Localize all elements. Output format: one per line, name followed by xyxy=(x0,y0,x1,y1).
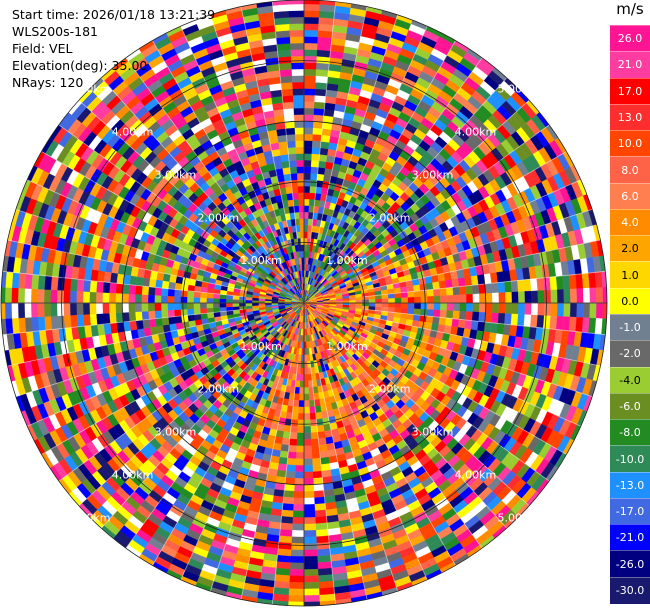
colorbar-swatch xyxy=(610,208,650,237)
colorbar-swatch xyxy=(610,51,650,79)
range-label: 3.00km xyxy=(412,426,454,439)
colorbar-tick-label: -10.0 xyxy=(615,452,645,466)
range-label: 2.00km xyxy=(198,383,240,396)
colorbar-swatch xyxy=(610,445,650,473)
range-label: 3.00km xyxy=(412,168,454,181)
range-label: 2.00km xyxy=(198,211,240,224)
colorbar-swatch xyxy=(610,550,650,578)
colorbar-unit-label: m/s xyxy=(616,0,644,18)
colorbar-tick-label: 8.0 xyxy=(621,163,639,177)
instrument-label: WLS200s-181 xyxy=(12,24,98,39)
start-time-label: Start time: 2026/01/18 13:21:39 xyxy=(12,7,216,22)
range-label: 1.00km xyxy=(326,340,368,353)
colorbar-tick-label: -1.0 xyxy=(619,321,641,335)
scan-info: Start time: 2026/01/18 13:21:39 WLS200s-… xyxy=(12,6,215,91)
colorbar-tick-label: -21.0 xyxy=(615,531,645,545)
colorbar-tick-label: 17.0 xyxy=(617,84,643,98)
range-label: 4.00km xyxy=(112,126,154,139)
colorbar-tick-label: 1.0 xyxy=(621,268,639,282)
range-label: 5.00km xyxy=(498,83,540,96)
range-label: 5.00km xyxy=(498,511,540,524)
range-label: 1.00km xyxy=(240,254,282,267)
colorbar-tick-label: 0.0 xyxy=(621,294,639,308)
colorbar-swatch xyxy=(610,103,650,132)
colorbar-swatch xyxy=(610,524,650,552)
colorbar-tick-label: 4.0 xyxy=(621,216,639,230)
colorbar-tick-label: -4.0 xyxy=(619,373,641,387)
colorbar-swatch xyxy=(610,340,650,368)
range-grid xyxy=(0,0,608,607)
colorbar-swatch xyxy=(610,235,650,263)
range-label: 1.00km xyxy=(240,340,282,353)
colorbar-swatch xyxy=(610,130,650,158)
colorbar-swatch xyxy=(610,77,650,105)
colorbar-tick-label: 2.0 xyxy=(621,242,639,256)
range-labels: 1.00km 2.00km 3.00km 4.00km 5.00km 1.00km 2.00… xyxy=(69,83,539,525)
colorbar-tick-label: -13.0 xyxy=(615,478,645,492)
nrays-label: NRays: 120 xyxy=(12,75,84,90)
colorbar-tick-label: 10.0 xyxy=(617,137,643,151)
range-label: 3.00km xyxy=(155,168,197,181)
colorbar-tick-label: -26.0 xyxy=(615,557,645,571)
colorbar-tick-label: -8.0 xyxy=(619,426,641,440)
range-label: 4.00km xyxy=(455,468,497,481)
range-label: 5.00km xyxy=(69,511,111,524)
colorbar-swatch xyxy=(610,314,650,342)
colorbar-swatch xyxy=(610,156,650,184)
elevation-label: Elevation(deg): 35.00 xyxy=(12,58,148,73)
colorbar-tick-label: -2.0 xyxy=(619,347,641,361)
range-label: 5.00km xyxy=(69,83,111,96)
range-label: 4.00km xyxy=(455,126,497,139)
colorbar-swatch xyxy=(610,419,650,447)
colorbar-tick-label: 13.0 xyxy=(617,110,643,124)
range-label: 3.00km xyxy=(155,426,197,439)
colorbar-tick-label: -30.0 xyxy=(615,583,645,597)
colorbar-swatch xyxy=(610,182,650,210)
range-label: 4.00km xyxy=(112,468,154,481)
range-label: 2.00km xyxy=(369,211,411,224)
range-label: 2.00km xyxy=(369,383,411,396)
field-label: Field: VEL xyxy=(12,41,73,56)
colorbar-swatch xyxy=(610,287,650,315)
colorbar-swatch xyxy=(610,261,650,289)
colorbar: m/s 26.0 21.0 17.0 13.0 10.0 8.0 6.0 4.0 2.0 1.0 0… xyxy=(610,0,650,604)
colorbar-swatch xyxy=(610,497,650,526)
colorbar-tick-label: 21.0 xyxy=(617,58,643,72)
colorbar-tick-label: 26.0 xyxy=(617,32,643,46)
colorbar-tick-label: -6.0 xyxy=(619,399,641,413)
colorbar-swatch xyxy=(610,392,650,421)
colorbar-swatch xyxy=(610,471,650,499)
range-label: 1.00km xyxy=(326,254,368,267)
colorbar-swatch xyxy=(610,366,650,394)
colorbar-swatch xyxy=(610,25,650,53)
colorbar-swatch xyxy=(610,576,650,604)
colorbar-tick-label: 6.0 xyxy=(621,189,639,203)
colorbar-tick-label: -17.0 xyxy=(615,505,645,519)
